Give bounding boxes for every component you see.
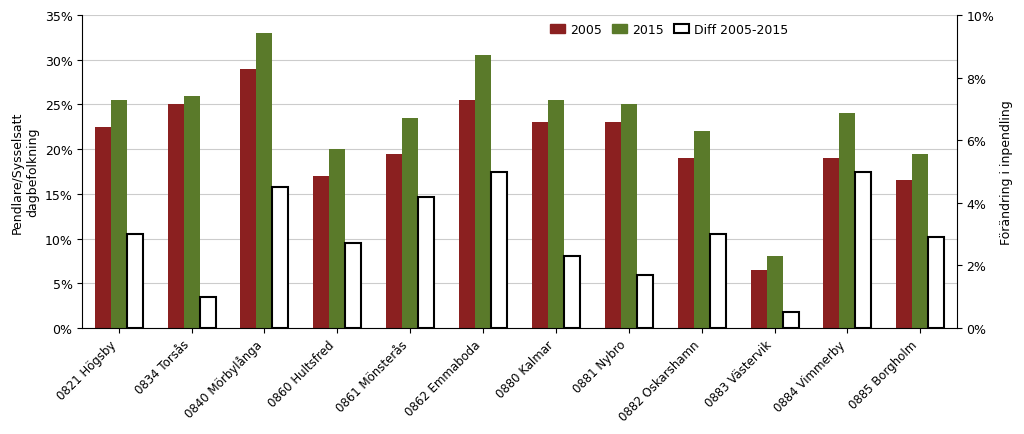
Bar <box>94 128 111 328</box>
Bar <box>710 234 726 328</box>
Bar <box>241 69 256 328</box>
Bar <box>386 155 402 328</box>
Bar <box>782 312 799 328</box>
Bar <box>678 159 693 328</box>
Bar <box>564 256 580 328</box>
Y-axis label: Förändring i inpendling: Förändring i inpendling <box>999 100 1013 244</box>
Bar <box>492 172 507 328</box>
Bar <box>621 105 637 328</box>
Bar <box>402 118 418 328</box>
Bar <box>531 123 548 328</box>
Bar <box>693 132 710 328</box>
Bar <box>751 270 767 328</box>
Bar <box>111 101 127 328</box>
Bar <box>459 101 475 328</box>
Bar <box>418 197 434 328</box>
Bar <box>929 238 944 328</box>
Y-axis label: Pendlare/Sysselsatt
dagbefolkning: Pendlare/Sysselsatt dagbefolkning <box>11 111 39 233</box>
Bar <box>912 155 929 328</box>
Bar <box>200 297 216 328</box>
Bar <box>605 123 621 328</box>
Bar <box>127 234 142 328</box>
Bar <box>767 257 782 328</box>
Bar <box>313 177 330 328</box>
Bar <box>272 188 289 328</box>
Bar <box>330 150 345 328</box>
Bar <box>168 105 183 328</box>
Legend: 2005, 2015, Diff 2005-2015: 2005, 2015, Diff 2005-2015 <box>545 19 793 42</box>
Bar <box>475 56 492 328</box>
Bar <box>256 34 272 328</box>
Bar <box>823 159 840 328</box>
Bar <box>183 96 200 328</box>
Bar <box>548 101 564 328</box>
Bar <box>637 275 653 328</box>
Bar <box>345 244 361 328</box>
Bar <box>896 181 912 328</box>
Bar <box>840 114 855 328</box>
Bar <box>855 172 871 328</box>
